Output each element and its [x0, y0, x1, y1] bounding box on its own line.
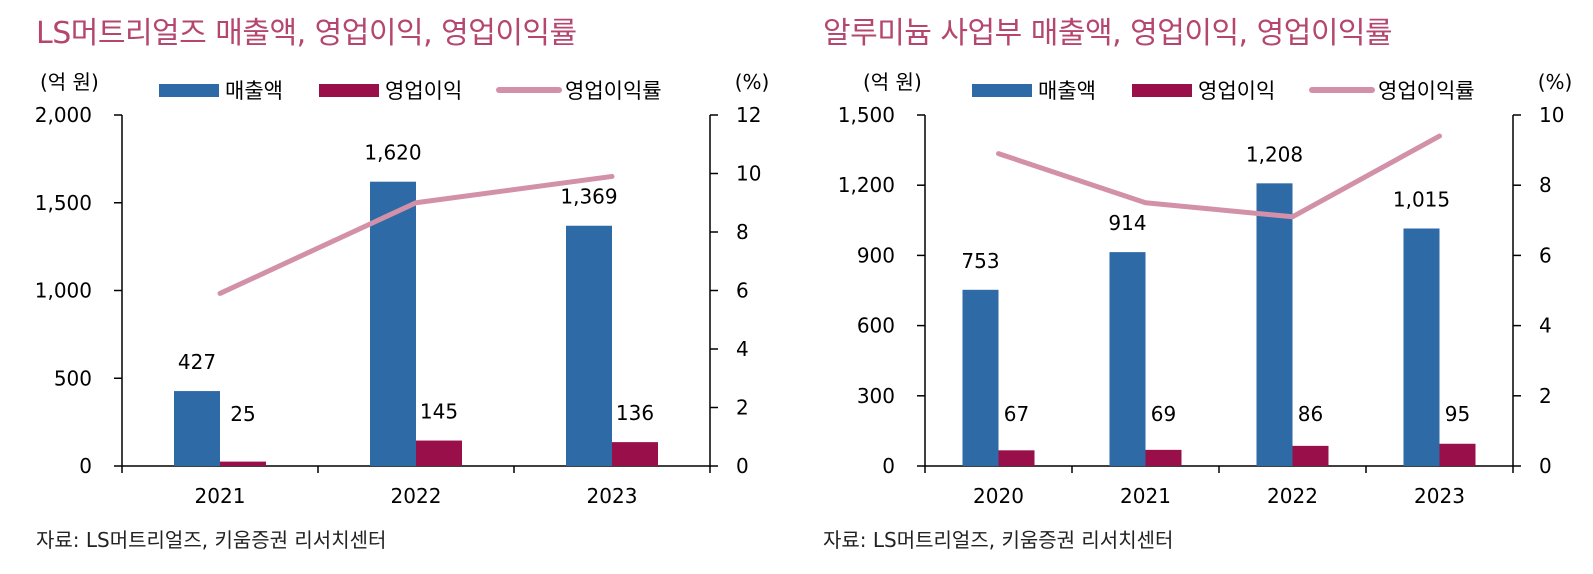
- data-label-revenue: 1,620: [364, 141, 421, 165]
- bar-op-income-2022: [416, 440, 462, 466]
- chart-title: 알루미늄 사업부 매출액, 영업이익, 영업이익률: [823, 16, 1393, 51]
- data-label-op-income: 95: [1445, 402, 1470, 426]
- y2-tick-label: 6: [736, 279, 749, 303]
- y2-tick-label: 8: [736, 220, 749, 244]
- legend-label: 영업이익: [1198, 79, 1275, 103]
- x-tick-label: 2022: [1267, 484, 1318, 508]
- bar-revenue-2023: [566, 225, 612, 466]
- legend-label: 영업이익률: [1378, 79, 1475, 103]
- data-label-revenue: 427: [178, 350, 216, 374]
- chart-title: LS머트리얼즈 매출액, 영업이익, 영업이익률: [36, 16, 577, 51]
- legend-label: 영업이익률: [565, 79, 662, 103]
- y2-tick-label: 2: [736, 396, 749, 420]
- y-tick-label: 2,000: [35, 103, 92, 127]
- source-note: 자료: LS머트리얼즈, 키움증권 리서치센터: [36, 528, 387, 552]
- data-label-op-income: 136: [616, 401, 654, 425]
- x-tick-label: 2021: [1120, 484, 1171, 508]
- legend-label: 매출액: [225, 79, 283, 103]
- y2-tick-label: 10: [736, 162, 761, 186]
- y-axis-label: (억 원): [40, 70, 99, 94]
- y2-axis-label: (%): [735, 70, 770, 94]
- legend-swatch-op-income: [319, 84, 379, 97]
- bar-revenue-2021: [1109, 252, 1146, 466]
- y2-tick-label: 12: [736, 103, 761, 127]
- bar-revenue-2023: [1403, 228, 1440, 466]
- bar-op-income-2020: [998, 450, 1035, 466]
- chart-panel-aluminum: 알루미늄 사업부 매출액, 영업이익, 영업이익률 0 300 600 900 1,20…: [820, 0, 1593, 574]
- y2-tick-label: 8: [1539, 173, 1552, 197]
- x-tick-label: 2023: [1414, 484, 1465, 508]
- y-tick-label: 1,500: [35, 191, 92, 215]
- legend-swatch-revenue: [972, 84, 1032, 97]
- y-tick-label: 1,200: [838, 173, 895, 197]
- y-tick-label: 600: [857, 314, 895, 338]
- legend-label: 영업이익: [385, 79, 462, 103]
- y-tick-label: 1,500: [838, 103, 895, 127]
- y2-axis-label: (%): [1538, 70, 1573, 94]
- data-label-op-income: 145: [420, 400, 458, 424]
- y2-tick-label: 0: [1539, 454, 1552, 478]
- y2-tick-label: 0: [736, 454, 749, 478]
- y-tick-label: 0: [882, 454, 895, 478]
- chart-ls-materials: 0 500 1,000 1,500 2,000 0 2 4 6 8 10 12 2021 2022 2023…: [35, 70, 770, 508]
- bar-op-income-2021: [1145, 449, 1182, 466]
- data-label-op-income: 67: [1004, 402, 1029, 426]
- bar-revenue-2021: [174, 391, 220, 466]
- source-note: 자료: LS머트리얼즈, 키움증권 리서치센터: [823, 528, 1174, 552]
- data-label-op-income: 69: [1151, 402, 1176, 426]
- x-tick-label: 2021: [195, 484, 246, 508]
- bar-revenue-2020: [962, 289, 999, 466]
- y-tick-label: 1,000: [35, 279, 92, 303]
- data-label-revenue: 1,015: [1393, 187, 1450, 211]
- y-axis-label: (억 원): [863, 70, 922, 94]
- bar-op-income-2022: [1292, 445, 1329, 466]
- data-label-revenue: 1,208: [1246, 142, 1303, 166]
- data-label-revenue: 1,369: [560, 185, 617, 209]
- chart-panel-ls-materials: LS머트리얼즈 매출액, 영업이익, 영업이익률 0 500 1,000 1,500 2…: [0, 0, 790, 574]
- chart-aluminum-division: 0 300 600 900 1,200 1,500 0 2 4 6 8 10 2020 2021 2022 2…: [838, 70, 1573, 508]
- x-tick-label: 2020: [973, 484, 1024, 508]
- data-label-op-income: 86: [1298, 402, 1323, 426]
- line-op-margin: [996, 133, 1442, 220]
- y-tick-label: 500: [54, 366, 92, 390]
- y2-tick-label: 10: [1539, 103, 1564, 127]
- y2-tick-label: 4: [736, 337, 749, 361]
- y-tick-label: 900: [857, 243, 895, 267]
- bar-revenue-2022: [1256, 183, 1293, 466]
- y-tick-label: 300: [857, 384, 895, 408]
- data-label-op-income: 25: [230, 402, 255, 426]
- data-label-revenue: 753: [961, 249, 999, 273]
- x-tick-label: 2023: [587, 484, 638, 508]
- legend-swatch-revenue: [159, 84, 219, 97]
- bar-op-income-2023: [1439, 443, 1476, 466]
- legend-swatch-op-income: [1132, 84, 1192, 97]
- legend-label: 매출액: [1038, 79, 1096, 103]
- x-tick-label: 2022: [391, 484, 442, 508]
- bar-op-income-2021: [220, 461, 266, 466]
- data-label-revenue: 914: [1108, 211, 1146, 235]
- y2-tick-label: 6: [1539, 243, 1552, 267]
- bar-op-income-2023: [612, 442, 658, 466]
- bar-revenue-2022: [370, 181, 416, 466]
- y-tick-label: 0: [79, 454, 92, 478]
- y2-tick-label: 4: [1539, 314, 1552, 338]
- y2-tick-label: 2: [1539, 384, 1552, 408]
